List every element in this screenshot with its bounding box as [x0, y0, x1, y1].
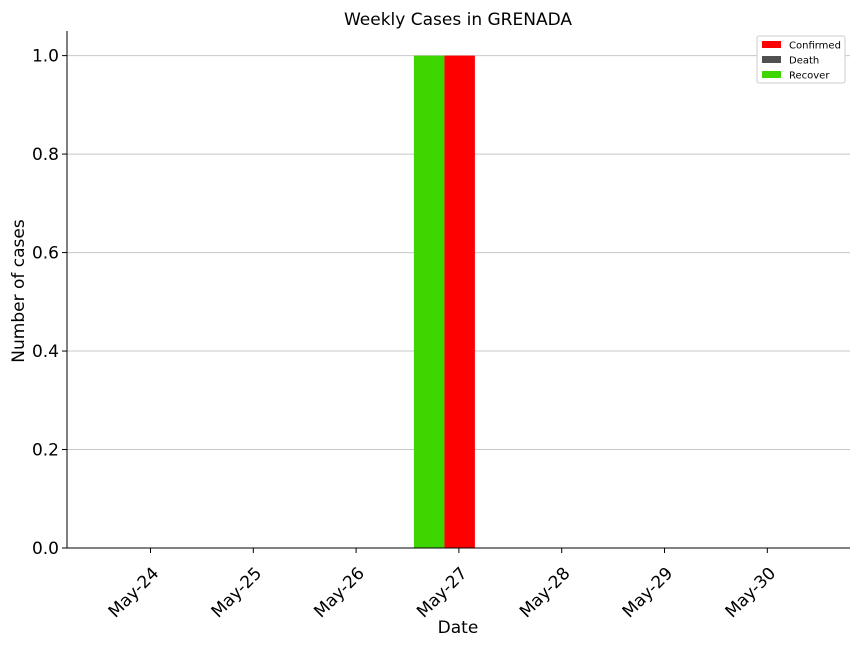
legend: Confirmed Death Recover [756, 35, 846, 84]
y-tick-label: 0.8 [32, 145, 59, 165]
x-tick-label: May-27 [413, 564, 471, 622]
x-tick-label: May-25 [208, 564, 266, 622]
legend-label: Recover [789, 71, 830, 82]
y-tick-label: 0.2 [32, 441, 59, 461]
legend-swatch [762, 56, 781, 63]
chart-title: Weekly Cases in GRENADA [344, 10, 572, 30]
y-tick-label: 0.0 [32, 539, 59, 559]
bars [413, 55, 475, 548]
x-tick-label: May-29 [619, 564, 677, 622]
y-ticks: 0.0 0.2 0.4 0.6 0.8 1.0 [32, 47, 67, 559]
x-ticks: May-24 May-25 May-26 May-27 May-28 May-29 May-… [105, 548, 780, 622]
y-tick-label: 1.0 [32, 47, 59, 67]
x-tick-label: May-30 [722, 564, 780, 622]
x-tick-label: May-28 [516, 564, 574, 622]
legend-label: Death [789, 56, 819, 67]
x-axis-label: Date [438, 618, 479, 638]
y-tick-label: 0.4 [32, 342, 59, 362]
y-tick-label: 0.6 [32, 244, 59, 264]
legend-swatch [762, 71, 781, 78]
legend-label: Confirmed [789, 41, 841, 52]
x-tick-label: May-26 [310, 564, 368, 622]
bar-confirmed [444, 55, 475, 548]
y-axis-label: Number of cases [9, 219, 29, 363]
x-tick-label: May-24 [105, 564, 163, 622]
legend-swatch [762, 41, 781, 48]
bar-recover [413, 55, 445, 548]
